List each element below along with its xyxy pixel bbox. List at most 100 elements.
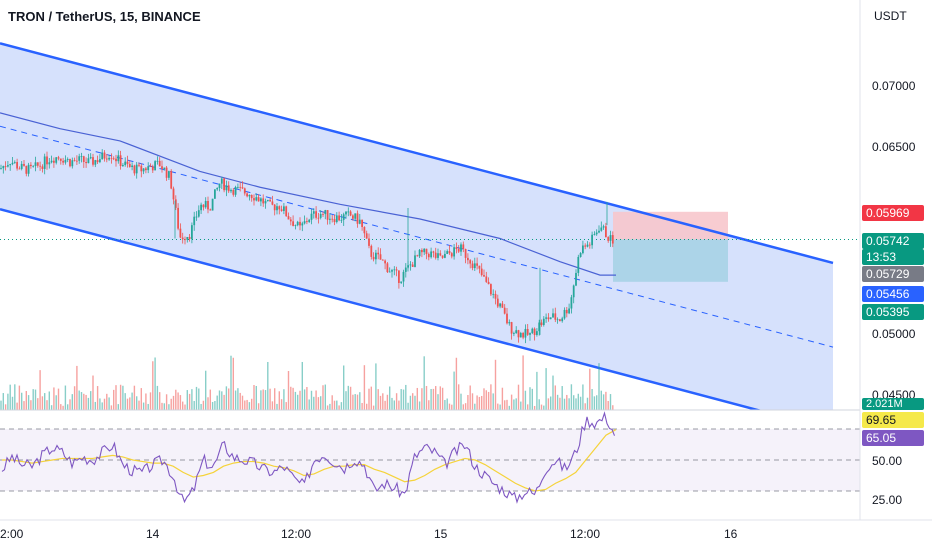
candle-body	[142, 168, 145, 172]
candle-body	[462, 244, 465, 249]
volume-bar	[251, 398, 253, 410]
volume-bar	[345, 391, 347, 410]
volume-bar	[602, 394, 605, 410]
volume-bar	[44, 393, 46, 410]
volume-bar	[556, 394, 559, 410]
volume-bar	[609, 394, 612, 410]
volume-bar	[276, 403, 278, 410]
candle-body	[269, 199, 271, 202]
volume-bar	[326, 405, 329, 410]
volume-bar	[7, 393, 9, 410]
candle-body	[188, 236, 191, 239]
volume-bar	[563, 398, 566, 410]
candle-body	[312, 211, 315, 214]
candle-body	[135, 164, 138, 174]
candle-body	[223, 178, 225, 191]
candle-body	[149, 166, 152, 168]
candle-body	[446, 251, 449, 254]
volume-bar	[356, 394, 359, 410]
candle-body	[211, 198, 214, 211]
candle-body	[41, 166, 44, 169]
volume-bar	[30, 400, 32, 410]
candle-body	[250, 194, 253, 199]
volume-bar	[142, 402, 145, 410]
time-axis-label: 16	[724, 527, 738, 541]
candle-body	[591, 234, 593, 246]
volume-bar	[517, 384, 520, 410]
candle-body	[552, 313, 554, 318]
volume-bar	[372, 405, 375, 410]
price-axis-unit[interactable]: USDT	[874, 9, 907, 23]
candle-body	[227, 185, 230, 192]
candle-body	[50, 160, 53, 163]
volume-bar	[209, 389, 211, 410]
volume-bar	[520, 401, 522, 410]
volume-bar	[149, 392, 152, 410]
candle-body	[292, 221, 294, 226]
volume-bar	[497, 403, 499, 410]
volume-bar	[605, 391, 607, 410]
candle-body	[411, 264, 414, 267]
candle-body	[69, 158, 71, 167]
candle-body	[80, 156, 83, 158]
candle-body	[577, 256, 580, 273]
volume-bar	[471, 393, 474, 410]
volume-bar	[310, 390, 313, 410]
candle-body	[96, 160, 99, 163]
candle-body	[55, 157, 58, 163]
volume-bar	[545, 368, 547, 410]
candle-body	[119, 155, 122, 167]
volume-bar	[349, 386, 352, 410]
volume-bar	[11, 396, 14, 410]
candle-body	[365, 233, 368, 239]
candle-body	[220, 178, 223, 184]
candle-body	[559, 319, 561, 322]
volume-bar	[179, 395, 182, 410]
volume-bar	[299, 390, 301, 410]
candle-body	[338, 215, 340, 221]
volume-bar	[513, 399, 515, 410]
candle-body	[480, 268, 483, 276]
volume-bar	[336, 400, 338, 410]
candle-body	[513, 333, 515, 334]
volume-bar	[492, 393, 494, 410]
volume-bar	[308, 399, 310, 410]
last-price-tag: 0.05742	[862, 233, 924, 249]
candle-body	[57, 157, 60, 159]
rsi-line	[1, 411, 616, 504]
candle-body	[536, 331, 538, 335]
candle-body	[303, 221, 306, 224]
volume-bar	[400, 389, 402, 410]
candle-body	[216, 187, 219, 190]
volume-bar	[352, 394, 354, 410]
volume-bar	[198, 388, 200, 410]
channel-upper-line	[0, 42, 834, 265]
candle-body	[168, 171, 170, 178]
candle-body	[101, 152, 104, 160]
volume-bar	[122, 385, 124, 410]
candle-body	[30, 164, 32, 167]
volume-bar	[283, 389, 285, 410]
candle-body	[184, 239, 186, 241]
volume-bar	[186, 390, 188, 410]
candle-body	[595, 232, 598, 235]
volume-bar	[0, 400, 2, 410]
volume-bar	[76, 365, 78, 410]
candle-body	[607, 237, 610, 241]
candle-body	[310, 213, 313, 220]
volume-bar	[234, 390, 237, 410]
symbol-title[interactable]: TRON / TetherUS, 15, BINANCE	[8, 9, 201, 24]
moving-average-line	[0, 112, 616, 276]
candle-body	[444, 253, 446, 258]
volume-bar	[451, 404, 453, 410]
volume-bar	[324, 384, 326, 410]
candle-body	[34, 162, 37, 166]
candle-body	[234, 186, 237, 195]
candle-body	[158, 160, 161, 167]
candle-body	[333, 219, 336, 223]
volume-bar	[458, 384, 460, 410]
candle-body	[131, 165, 133, 167]
volume-bar	[230, 355, 232, 410]
volume-bar	[172, 395, 175, 410]
